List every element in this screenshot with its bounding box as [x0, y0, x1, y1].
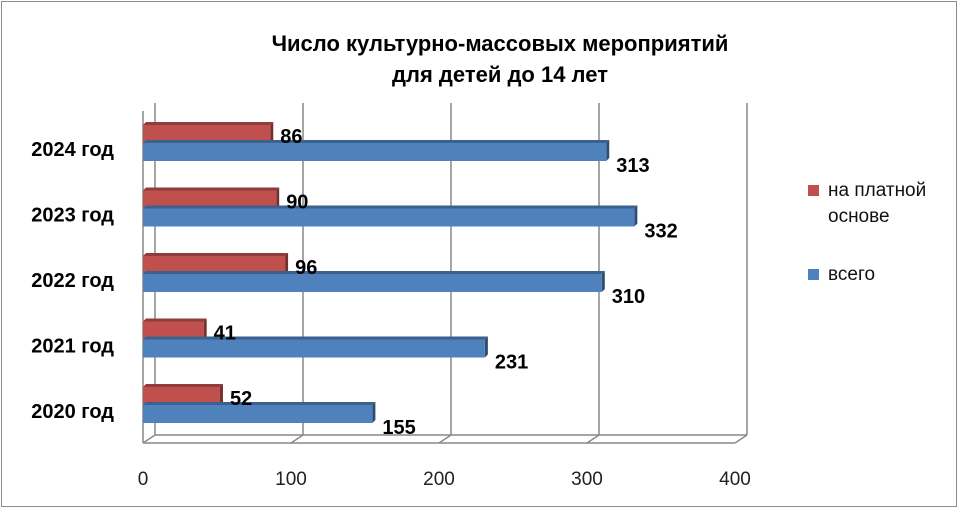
data-label-paid-0: 52: [230, 388, 252, 410]
bar-paid-0-side: [219, 384, 223, 405]
data-label-total-3: 332: [644, 221, 677, 243]
bar-total-3: [143, 208, 635, 227]
legend-swatch-paid: [808, 185, 819, 196]
bar-total-3-top: [143, 205, 638, 209]
chart-title: Число культурно-массовых мероприятий для…: [160, 28, 840, 90]
x-tick-label-100: 100: [275, 469, 307, 490]
category-label-1: 2021 год: [31, 336, 114, 358]
floor-diagonal-400: [734, 434, 748, 444]
x-tick-label-200: 200: [423, 469, 455, 490]
bar-total-2-top: [143, 271, 605, 274]
bar-total-0: [143, 405, 373, 423]
bar-total-4-side: [606, 140, 610, 161]
chart-title-line-1: Число культурно-массовых мероприятий: [271, 31, 729, 56]
data-label-total-0: 155: [382, 417, 415, 439]
data-label-total-1: 231: [495, 352, 528, 374]
bar-total-4: [143, 143, 607, 161]
category-label-0: 2020 год: [31, 401, 114, 423]
legend-label-paid: на платной основе: [828, 180, 927, 227]
data-label-total-4: 313: [616, 155, 649, 177]
legend-label-total: всего: [828, 264, 876, 285]
x-tick-label-300: 300: [571, 469, 603, 490]
bar-paid-3-top: [143, 187, 280, 191]
category-label-2: 2022 год: [31, 270, 114, 292]
bar-paid-1-top: [143, 318, 207, 322]
bar-paid-2-side: [285, 253, 289, 274]
bar-paid-1-side: [203, 318, 207, 340]
data-label-paid-2: 96: [295, 257, 317, 279]
bar-total-4-top: [143, 140, 610, 143]
bar-total-1-top: [143, 336, 488, 340]
bar-paid-0: [143, 387, 220, 405]
bar-total-1: [143, 339, 485, 358]
bar-paid-4: [143, 125, 271, 143]
category-label-3: 2023 год: [31, 205, 114, 227]
bar-total-0-top: [143, 402, 376, 405]
bar-paid-0-top: [143, 384, 223, 387]
bar-paid-3: [143, 190, 277, 209]
bar-total-1-side: [484, 336, 488, 358]
x-tick-label-0: 0: [138, 469, 149, 490]
data-label-paid-3: 90: [286, 192, 308, 214]
bar-paid-4-top: [143, 122, 274, 125]
bar-paid-2-top: [143, 253, 289, 256]
bar-paid-1: [143, 321, 204, 340]
bar-total-2-side: [601, 271, 605, 292]
bar-total-0-side: [372, 402, 376, 423]
category-label-4: 2024 год: [31, 139, 114, 161]
data-label-paid-4: 86: [280, 126, 302, 148]
chart-title-line-2: для детей до 14 лет: [392, 62, 608, 87]
legend-swatch-total: [808, 269, 819, 280]
floor-diagonal-300: [586, 434, 600, 444]
bar-total-3-side: [634, 205, 638, 227]
data-label-paid-1: 41: [214, 323, 236, 345]
bar-paid-2: [143, 256, 286, 274]
floor-diagonal-100: [290, 434, 304, 444]
bar-paid-4-side: [270, 122, 274, 143]
floor-diagonal-200: [438, 434, 452, 444]
floor-diagonal-0: [142, 434, 156, 444]
x-tick-label-400: 400: [719, 469, 751, 490]
bar-total-2: [143, 274, 602, 292]
bar-paid-3-side: [276, 187, 280, 209]
data-label-total-2: 310: [612, 286, 645, 308]
